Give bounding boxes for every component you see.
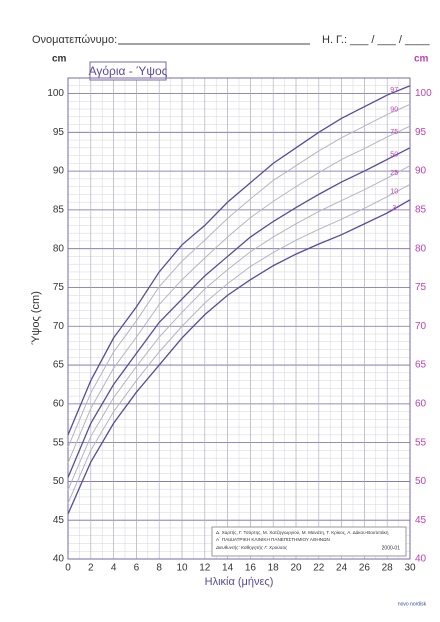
date-blank: ___ / ___ / ____ xyxy=(349,34,430,46)
percentile-line xyxy=(67,125,411,463)
name-label: Ονοματεπώνυμο: xyxy=(32,34,117,46)
date-label: Η. Γ.: xyxy=(322,34,347,46)
x-tick-label: 24 xyxy=(336,563,348,574)
percentile-line xyxy=(67,103,411,448)
percentile-label: 3 xyxy=(392,205,396,212)
x-tick-label: 14 xyxy=(222,563,234,574)
y-tick-label: 75 xyxy=(53,282,65,293)
y-tick-label-right: 75 xyxy=(415,282,427,293)
y-tick-label: 70 xyxy=(53,321,65,332)
y-axis-label: Ύψος (cm) xyxy=(30,291,42,345)
y-tick-label: 100 xyxy=(47,88,64,99)
credit-line: Α΄ ΠΑΙΔΙΑΤΡΙΚΗ ΚΛΙΝΙΚΗ ΠΑΝΕΠΙΣΤΗΜΙΟΥ ΑΘΗ… xyxy=(216,537,330,542)
percentile-label: 75 xyxy=(390,129,398,136)
credit-line: Διευθυντής: Καθηγητής Γ. Χρούσος xyxy=(215,544,288,550)
y-tick-label: 50 xyxy=(53,476,65,487)
y-tick-label-right: 60 xyxy=(415,398,427,409)
x-axis-label: Ηλικία (μήνες) xyxy=(205,576,274,588)
x-tick-label: 22 xyxy=(313,563,325,574)
x-tick-label: 28 xyxy=(382,563,394,574)
y-tick-label: 95 xyxy=(53,127,65,138)
y-tick-label-right: 90 xyxy=(415,166,427,177)
percentile-label: 97 xyxy=(390,87,398,94)
y-tick-label: 85 xyxy=(53,205,65,216)
credit-line: Δ. Χαρτής, Γ. Τσόρτης, Μ. Χατζηγιωργιού,… xyxy=(216,529,389,536)
plot-frame xyxy=(67,77,411,560)
x-tick-label: 8 xyxy=(156,563,162,574)
y-tick-label: 45 xyxy=(53,515,65,526)
percentile-label: 90 xyxy=(390,106,398,113)
y-tick-label-right: 40 xyxy=(415,554,427,565)
y-tick-label: 60 xyxy=(53,398,65,409)
x-tick-label: 12 xyxy=(199,563,211,574)
y-tick-label-right: 100 xyxy=(415,88,432,99)
logo: novo nordisk xyxy=(398,601,427,607)
credits-box xyxy=(211,526,407,557)
x-tick-label: 6 xyxy=(134,563,140,574)
x-tick-label: 18 xyxy=(268,563,280,574)
x-tick-label: 2 xyxy=(88,563,94,574)
y-tick-label: 55 xyxy=(53,437,65,448)
y-tick-label-right: 45 xyxy=(415,515,427,526)
percentile-label: 10 xyxy=(390,189,398,196)
x-tick-label: 16 xyxy=(245,563,257,574)
chart-title: Αγόρια - Ύψος xyxy=(89,64,168,78)
percentile-line xyxy=(67,85,411,436)
x-tick-label: 20 xyxy=(290,563,302,574)
percentile-line xyxy=(67,165,411,491)
y-tick-label-right: 95 xyxy=(415,127,427,138)
title-box xyxy=(89,61,167,81)
y-unit-left: cm xyxy=(52,54,67,65)
x-tick-label: 30 xyxy=(404,563,416,574)
x-tick-label: 26 xyxy=(359,563,371,574)
x-tick-label: 10 xyxy=(176,563,188,574)
x-tick-label: 0 xyxy=(65,563,71,574)
y-unit-right: cm xyxy=(414,54,429,65)
y-tick-label-right: 80 xyxy=(415,243,427,254)
y-tick-label: 90 xyxy=(53,166,65,177)
y-tick-label-right: 70 xyxy=(415,321,427,332)
y-tick-label: 65 xyxy=(53,360,65,371)
y-tick-label-right: 85 xyxy=(415,205,427,216)
percentile-line xyxy=(67,199,411,515)
x-tick-label: 4 xyxy=(111,563,117,574)
percentile-label: 50 xyxy=(390,151,398,158)
percentile-line xyxy=(67,183,411,504)
y-tick-label: 40 xyxy=(53,554,65,565)
percentile-label: 25 xyxy=(390,170,398,177)
y-tick-label: 80 xyxy=(53,243,65,254)
credit-date: 2000-01 xyxy=(382,545,401,551)
percentile-line xyxy=(67,147,411,478)
grid xyxy=(67,77,411,560)
y-tick-label-right: 55 xyxy=(415,437,427,448)
y-tick-label-right: 50 xyxy=(415,476,427,487)
y-tick-label-right: 65 xyxy=(415,360,427,371)
